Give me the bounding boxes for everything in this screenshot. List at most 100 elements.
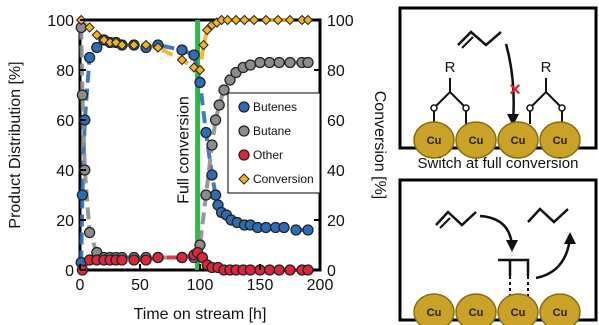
conversion-point bbox=[194, 64, 206, 76]
full-conversion-annotation: Full conversion bbox=[176, 96, 193, 204]
blocked-arrow-head bbox=[507, 114, 519, 126]
conversion-point bbox=[140, 39, 152, 51]
cu-atom bbox=[497, 293, 539, 325]
other-point bbox=[176, 251, 188, 264]
legend-marker-other bbox=[238, 149, 250, 161]
x-tick-label: 200 bbox=[307, 277, 334, 294]
butane-point bbox=[213, 99, 225, 111]
conversion-point bbox=[176, 54, 188, 66]
butane-point bbox=[76, 89, 89, 101]
x-tick-label: 100 bbox=[187, 277, 214, 294]
y-tick-label-left: 0 bbox=[65, 263, 74, 280]
legend-marker-butenes bbox=[238, 101, 250, 113]
conversion-point bbox=[239, 14, 250, 26]
butane-point bbox=[218, 84, 230, 96]
butenes-point bbox=[260, 221, 272, 234]
butenes-point bbox=[91, 41, 103, 54]
conversion-point bbox=[230, 14, 242, 26]
butenes-point bbox=[194, 76, 206, 89]
y-tick-label-right: 40 bbox=[327, 163, 345, 180]
legend-marker-conversion bbox=[238, 173, 250, 185]
cu-label: Cu bbox=[427, 135, 442, 147]
x-tick-label: 150 bbox=[247, 277, 274, 294]
cu-atom bbox=[455, 293, 497, 325]
y-axis-label-right: Conversion [%] bbox=[371, 91, 388, 200]
butenes-point bbox=[278, 221, 290, 234]
conversion-point bbox=[284, 14, 296, 26]
product-distribution-chart: Full conversion 0 50 100 150 200 0 20 40 60 80 10… bbox=[7, 13, 388, 323]
y-tick-label-right: 0 bbox=[327, 263, 336, 280]
legend-label-other: Other bbox=[253, 148, 283, 162]
cu-atom bbox=[539, 293, 581, 325]
blocked-marker: × bbox=[509, 79, 521, 101]
cu-atom bbox=[539, 121, 581, 159]
x-tick-label: 50 bbox=[131, 277, 149, 294]
butane-point bbox=[200, 189, 212, 201]
other-point bbox=[116, 254, 128, 266]
y-tick-label-right: 20 bbox=[327, 213, 345, 230]
cu-atom bbox=[413, 293, 455, 325]
other-point bbox=[128, 254, 140, 266]
y-axis-label-left: Product Distribution [%] bbox=[7, 61, 24, 228]
carboxylate-2 bbox=[529, 78, 563, 124]
conversion-point bbox=[248, 14, 260, 26]
legend-label-conversion: Conversion bbox=[253, 172, 314, 186]
bottom-panel: Cu Cu Cu Cu bbox=[398, 178, 598, 325]
y-tick-label-left: 80 bbox=[56, 63, 74, 80]
other-point bbox=[302, 264, 314, 276]
other-point bbox=[284, 264, 296, 276]
butenes-point bbox=[209, 189, 222, 201]
butene-molecule-incoming bbox=[435, 210, 477, 227]
conversion-point bbox=[201, 24, 213, 36]
butenes-point bbox=[83, 51, 96, 64]
y-tick-label-right: 100 bbox=[327, 13, 354, 30]
butene-double-bond bbox=[461, 36, 474, 49]
butenes-point bbox=[302, 224, 314, 236]
butenes-point bbox=[188, 49, 200, 61]
butane-molecule-outgoing bbox=[527, 207, 569, 224]
butenes-point bbox=[200, 126, 212, 139]
top-panel: × R R Cu Cu Cu Cu bbox=[398, 6, 598, 159]
cu-label: Cu bbox=[511, 307, 526, 319]
carboxylate-1 bbox=[433, 78, 467, 124]
r-group-label-1: R bbox=[445, 59, 456, 76]
cu-label: Cu bbox=[427, 307, 442, 319]
conversion-point bbox=[91, 29, 103, 41]
butane-point bbox=[83, 226, 96, 239]
cu-label: Cu bbox=[511, 135, 526, 147]
cu-label: Cu bbox=[469, 135, 484, 147]
r-group-label-2: R bbox=[541, 59, 552, 76]
desorption-arrow-head bbox=[564, 232, 576, 244]
butane-point bbox=[224, 74, 236, 86]
mechanism-schematic: × R R Cu Cu Cu Cu Switch at full conversion… bbox=[398, 6, 598, 325]
cu-atom bbox=[413, 121, 455, 159]
legend-label-butenes: Butenes bbox=[253, 100, 297, 114]
conversion-point bbox=[260, 14, 272, 26]
schematic-caption: Switch at full conversion bbox=[418, 155, 579, 172]
y-tick-label-left: 40 bbox=[56, 163, 74, 180]
legend-label-butane: Butane bbox=[253, 124, 291, 138]
x-axis-label: Time on stream [h] bbox=[134, 306, 267, 323]
legend-marker-butane bbox=[238, 125, 250, 137]
butane-point bbox=[254, 56, 266, 69]
butane-point bbox=[284, 56, 296, 69]
other-point bbox=[140, 254, 152, 266]
other-point bbox=[244, 264, 257, 276]
butane-point bbox=[244, 59, 257, 71]
butenes-point bbox=[76, 189, 89, 201]
y-tick-label-left: 60 bbox=[56, 113, 74, 130]
other-point bbox=[152, 251, 164, 264]
butane-point bbox=[206, 139, 218, 151]
other-point bbox=[273, 264, 285, 276]
butane-point bbox=[302, 56, 314, 69]
conversion-point bbox=[272, 14, 284, 26]
conversion-point bbox=[198, 39, 209, 51]
butenes-point bbox=[206, 169, 218, 181]
butenes-point bbox=[176, 44, 188, 56]
y-tick-label-right: 80 bbox=[327, 63, 345, 80]
conversion-point bbox=[222, 14, 233, 26]
cu-label: Cu bbox=[553, 307, 568, 319]
butane-point bbox=[273, 56, 285, 69]
surface-bond bbox=[509, 276, 529, 298]
conversion-point bbox=[128, 39, 140, 51]
